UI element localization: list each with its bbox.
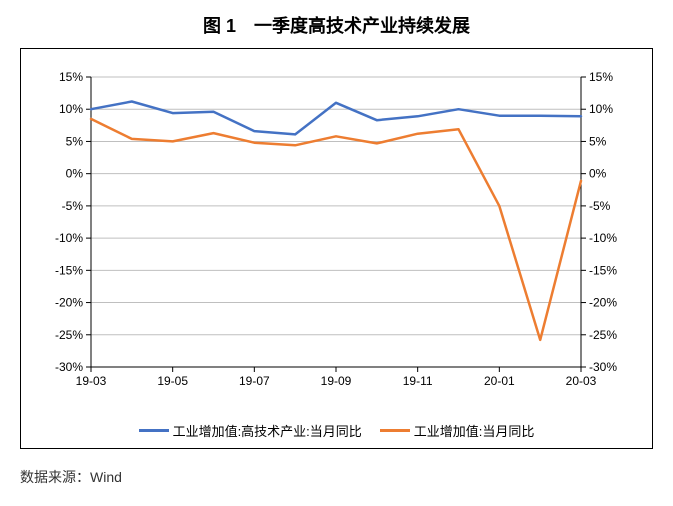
svg-text:-5%: -5% <box>589 199 611 213</box>
svg-text:19-05: 19-05 <box>157 374 188 388</box>
legend-label: 工业增加值:当月同比 <box>414 421 535 440</box>
svg-text:-5%: -5% <box>62 199 84 213</box>
legend-item: 工业增加值:高技术产业:当月同比 <box>139 421 362 440</box>
svg-text:-15%: -15% <box>589 263 617 277</box>
legend-swatch <box>380 429 410 432</box>
data-source: 数据来源：Wind <box>20 467 673 487</box>
legend-item: 工业增加值:当月同比 <box>380 421 535 440</box>
svg-text:19-07: 19-07 <box>239 374 270 388</box>
line-chart: -30% -30% -25% -25% -20% -20% -15% -15% -10% -10%… <box>31 67 641 417</box>
svg-text:15%: 15% <box>589 70 613 84</box>
svg-text:-15%: -15% <box>55 263 83 277</box>
svg-text:10%: 10% <box>589 102 613 116</box>
legend-swatch <box>139 429 169 432</box>
chart-container: -30% -30% -25% -25% -20% -20% -15% -15% -10% -10%… <box>20 48 653 449</box>
svg-text:0%: 0% <box>66 167 84 181</box>
svg-text:0%: 0% <box>589 167 607 181</box>
svg-text:5%: 5% <box>66 134 84 148</box>
chart-title: 图 1 一季度高技术产业持续发展 <box>0 0 673 48</box>
svg-text:-20%: -20% <box>589 296 617 310</box>
svg-text:-10%: -10% <box>55 231 83 245</box>
svg-text:-25%: -25% <box>55 328 83 342</box>
svg-text:20-03: 20-03 <box>566 374 597 388</box>
svg-text:15%: 15% <box>59 70 83 84</box>
svg-text:19-03: 19-03 <box>76 374 107 388</box>
svg-text:19-11: 19-11 <box>403 374 433 388</box>
svg-text:20-01: 20-01 <box>484 374 515 388</box>
legend-label: 工业增加值:高技术产业:当月同比 <box>173 421 362 440</box>
svg-text:-30%: -30% <box>589 360 617 374</box>
svg-text:-30%: -30% <box>55 360 83 374</box>
svg-text:-25%: -25% <box>589 328 617 342</box>
svg-text:-20%: -20% <box>55 296 83 310</box>
svg-text:19-09: 19-09 <box>321 374 352 388</box>
svg-text:-10%: -10% <box>589 231 617 245</box>
legend: 工业增加值:高技术产业:当月同比 工业增加值:当月同比 <box>31 421 642 440</box>
svg-text:5%: 5% <box>589 134 607 148</box>
svg-text:10%: 10% <box>59 102 83 116</box>
